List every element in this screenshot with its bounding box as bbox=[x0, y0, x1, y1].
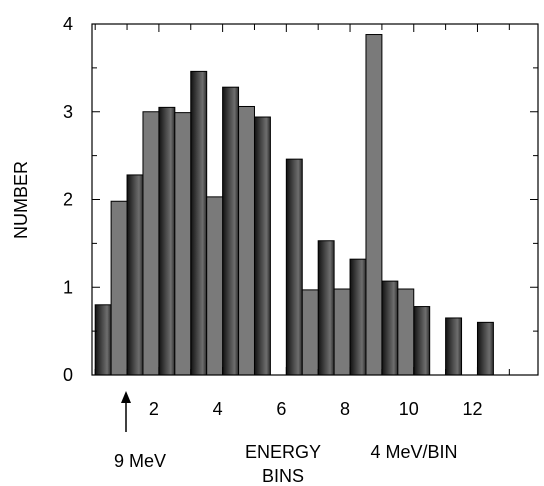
bar-gray-4 bbox=[238, 105, 255, 376]
bars-group bbox=[94, 34, 494, 376]
bar-dark-10 bbox=[413, 306, 431, 376]
y-tick-label: 3 bbox=[63, 102, 73, 122]
x-tick-label: 6 bbox=[276, 399, 286, 419]
bar-dark-3 bbox=[190, 70, 208, 376]
bar-dark-1 bbox=[126, 174, 144, 376]
y-tick-label: 4 bbox=[63, 14, 73, 34]
bar-gray-3 bbox=[206, 196, 224, 376]
bar-gray-8 bbox=[365, 34, 383, 376]
bar-gray-0 bbox=[110, 200, 128, 376]
bar-dark-11 bbox=[445, 317, 463, 376]
bar-dark-2 bbox=[158, 106, 176, 376]
bar-dark-8 bbox=[349, 258, 367, 376]
bin-width-label: 4 MeV/BIN bbox=[370, 442, 457, 462]
arrow-annotation bbox=[121, 391, 131, 432]
bar-dark-7 bbox=[317, 240, 335, 376]
arrow-label: 9 MeV bbox=[114, 451, 166, 471]
x-tick-label: 12 bbox=[462, 399, 482, 419]
bar-gray-2 bbox=[174, 112, 192, 376]
x-axis-label-line1: ENERGY bbox=[245, 442, 321, 462]
bar-dark-12 bbox=[476, 321, 494, 376]
x-tick-label: 4 bbox=[213, 399, 223, 419]
y-axis-label: NUMBER bbox=[11, 161, 31, 239]
y-tick-label: 0 bbox=[63, 365, 73, 385]
bar-gray-6 bbox=[301, 289, 319, 376]
y-tick-label: 1 bbox=[63, 277, 73, 297]
bar-dark-9 bbox=[381, 280, 399, 376]
bar-dark-5 bbox=[253, 116, 271, 376]
bar-gray-1 bbox=[142, 111, 160, 376]
x-tick-label: 8 bbox=[340, 399, 350, 419]
x-tick-label: 10 bbox=[399, 399, 419, 419]
bar-dark-6 bbox=[285, 158, 303, 376]
x-tick-label: 2 bbox=[149, 399, 159, 419]
bar-dark-0 bbox=[94, 304, 112, 376]
bar-gray-9 bbox=[397, 288, 415, 376]
bar-dark-4 bbox=[222, 86, 240, 376]
y-tick-label: 2 bbox=[63, 190, 73, 210]
x-axis-label-line2: BINS bbox=[262, 466, 304, 486]
bar-gray-7 bbox=[333, 288, 351, 376]
arrow-head bbox=[121, 391, 131, 403]
